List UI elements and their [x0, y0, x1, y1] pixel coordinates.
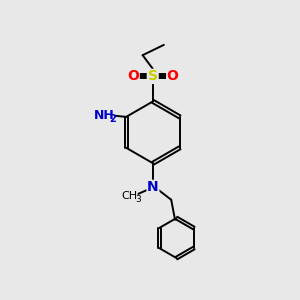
Text: 2: 2	[109, 114, 116, 124]
Text: 3: 3	[135, 195, 141, 204]
Text: S: S	[148, 69, 158, 83]
Text: O: O	[127, 69, 139, 83]
Text: N: N	[147, 180, 159, 194]
Text: O: O	[167, 69, 178, 83]
Text: NH: NH	[94, 109, 115, 122]
Text: CH: CH	[121, 190, 137, 201]
